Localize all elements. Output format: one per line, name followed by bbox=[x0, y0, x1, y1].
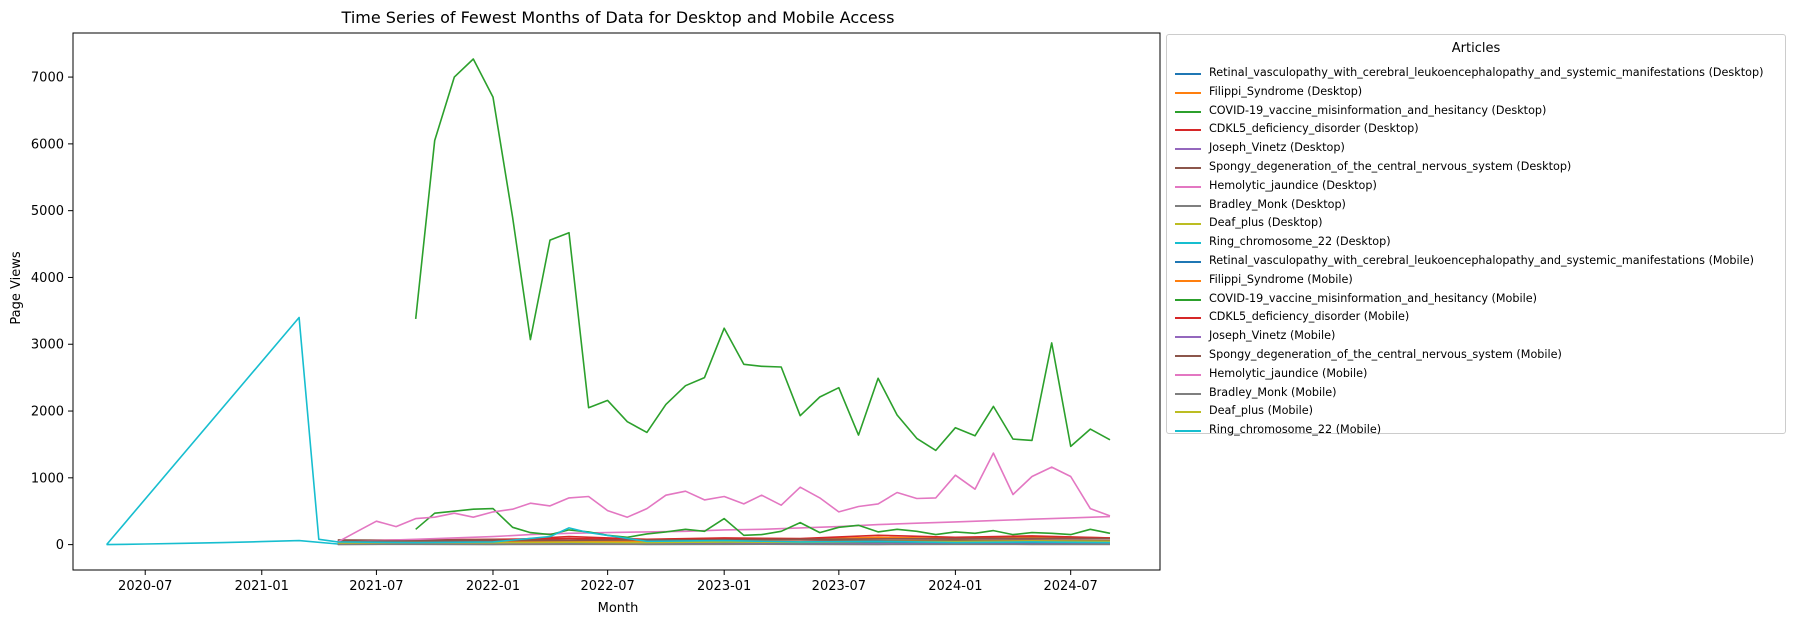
legend-swatch-2 bbox=[1175, 111, 1201, 113]
legend-item-9: Ring_chromosome_22 (Desktop) bbox=[1167, 234, 1782, 252]
x-tick-label-2: 2021-07 bbox=[349, 579, 403, 594]
y-tick-label-5: 5000 bbox=[31, 204, 64, 219]
legend-label-12: COVID-19_vaccine_misinformation_and_hesi… bbox=[1209, 292, 1537, 305]
legend-swatch-10 bbox=[1175, 261, 1201, 263]
legend-item-18: Deaf_plus (Mobile) bbox=[1167, 403, 1782, 421]
legend-label-13: CDKL5_deficiency_disorder (Mobile) bbox=[1209, 310, 1409, 323]
legend-item-15: Spongy_degeneration_of_the_central_nervo… bbox=[1167, 347, 1782, 365]
legend-item-7: Bradley_Monk (Desktop) bbox=[1167, 197, 1782, 215]
legend-swatch-3 bbox=[1175, 129, 1201, 131]
legend-label-0: Retinal_vasculopathy_with_cerebral_leuko… bbox=[1209, 66, 1763, 79]
x-tick-label-3: 2022-01 bbox=[466, 579, 520, 594]
legend-swatch-1 bbox=[1175, 92, 1201, 94]
legend-label-2: COVID-19_vaccine_misinformation_and_hesi… bbox=[1209, 104, 1546, 117]
legend-label-8: Deaf_plus (Desktop) bbox=[1209, 216, 1322, 229]
legend-item-8: Deaf_plus (Desktop) bbox=[1167, 215, 1782, 233]
legend-label-5: Spongy_degeneration_of_the_central_nervo… bbox=[1209, 160, 1571, 173]
legend-title: Articles bbox=[1167, 41, 1785, 56]
legend-item-16: Hemolytic_jaundice (Mobile) bbox=[1167, 366, 1782, 384]
legend-label-4: Joseph_Vinetz (Desktop) bbox=[1209, 141, 1345, 154]
legend-swatch-13 bbox=[1175, 317, 1201, 319]
legend-label-7: Bradley_Monk (Desktop) bbox=[1209, 198, 1346, 211]
legend-item-11: Filippi_Syndrome (Mobile) bbox=[1167, 272, 1782, 290]
legend-swatch-4 bbox=[1175, 148, 1201, 150]
legend-item-19: Ring_chromosome_22 (Mobile) bbox=[1167, 422, 1782, 440]
legend-label-16: Hemolytic_jaundice (Mobile) bbox=[1209, 367, 1367, 380]
legend-item-0: Retinal_vasculopathy_with_cerebral_leuko… bbox=[1167, 65, 1782, 83]
y-tick-label-4: 4000 bbox=[31, 271, 64, 286]
x-tick-label-5: 2023-01 bbox=[697, 579, 751, 594]
y-tick-label-7: 7000 bbox=[31, 71, 64, 86]
legend-item-4: Joseph_Vinetz (Desktop) bbox=[1167, 140, 1782, 158]
legend-label-10: Retinal_vasculopathy_with_cerebral_leuko… bbox=[1209, 254, 1754, 267]
legend-item-12: COVID-19_vaccine_misinformation_and_hesi… bbox=[1167, 291, 1782, 309]
legend-swatch-16 bbox=[1175, 374, 1201, 376]
legend-item-2: COVID-19_vaccine_misinformation_and_hesi… bbox=[1167, 103, 1782, 121]
legend-label-19: Ring_chromosome_22 (Mobile) bbox=[1209, 423, 1381, 436]
legend-swatch-12 bbox=[1175, 299, 1201, 301]
legend-label-17: Bradley_Monk (Mobile) bbox=[1209, 386, 1337, 399]
legend-swatch-7 bbox=[1175, 205, 1201, 207]
legend-item-17: Bradley_Monk (Mobile) bbox=[1167, 385, 1782, 403]
legend-swatch-14 bbox=[1175, 336, 1201, 338]
legend-swatch-8 bbox=[1175, 223, 1201, 225]
legend-swatch-11 bbox=[1175, 280, 1201, 282]
legend-label-6: Hemolytic_jaundice (Desktop) bbox=[1209, 179, 1377, 192]
x-axis-label: Month bbox=[598, 601, 639, 616]
y-tick-label-1: 1000 bbox=[31, 471, 64, 486]
legend-swatch-19 bbox=[1175, 430, 1201, 432]
legend-swatch-15 bbox=[1175, 355, 1201, 357]
chart-title: Time Series of Fewest Months of Data for… bbox=[341, 8, 895, 27]
x-tick-label-8: 2024-07 bbox=[1044, 579, 1098, 594]
legend-swatch-6 bbox=[1175, 186, 1201, 188]
legend-swatch-5 bbox=[1175, 167, 1201, 169]
legend-label-11: Filippi_Syndrome (Mobile) bbox=[1209, 273, 1353, 286]
legend-swatch-18 bbox=[1175, 411, 1201, 413]
y-axis-label: Page Views bbox=[9, 251, 24, 324]
x-tick-label-4: 2022-07 bbox=[580, 579, 634, 594]
legend-swatch-9 bbox=[1175, 242, 1201, 244]
legend-swatch-0 bbox=[1175, 73, 1201, 75]
legend-label-3: CDKL5_deficiency_disorder (Desktop) bbox=[1209, 122, 1419, 135]
legend-item-3: CDKL5_deficiency_disorder (Desktop) bbox=[1167, 121, 1782, 139]
legend-label-1: Filippi_Syndrome (Desktop) bbox=[1209, 85, 1362, 98]
legend-item-10: Retinal_vasculopathy_with_cerebral_leuko… bbox=[1167, 253, 1782, 271]
x-tick-label-6: 2023-07 bbox=[812, 579, 866, 594]
legend-item-13: CDKL5_deficiency_disorder (Mobile) bbox=[1167, 309, 1782, 327]
legend-swatch-17 bbox=[1175, 393, 1201, 395]
legend-item-5: Spongy_degeneration_of_the_central_nervo… bbox=[1167, 159, 1782, 177]
legend-item-6: Hemolytic_jaundice (Desktop) bbox=[1167, 178, 1782, 196]
legend-label-14: Joseph_Vinetz (Mobile) bbox=[1209, 329, 1335, 342]
legend-item-14: Joseph_Vinetz (Mobile) bbox=[1167, 328, 1782, 346]
y-tick-label-2: 2000 bbox=[31, 405, 64, 420]
legend-item-1: Filippi_Syndrome (Desktop) bbox=[1167, 84, 1782, 102]
legend-label-9: Ring_chromosome_22 (Desktop) bbox=[1209, 235, 1391, 248]
x-tick-label-0: 2020-07 bbox=[118, 579, 172, 594]
y-tick-label-6: 6000 bbox=[31, 137, 64, 152]
x-tick-label-7: 2024-01 bbox=[928, 579, 982, 594]
x-tick-label-1: 2021-01 bbox=[235, 579, 289, 594]
y-tick-label-0: 0 bbox=[56, 538, 64, 553]
legend: Articles Retinal_vasculopathy_with_cereb… bbox=[1166, 34, 1786, 434]
legend-label-18: Deaf_plus (Mobile) bbox=[1209, 404, 1313, 417]
legend-label-15: Spongy_degeneration_of_the_central_nervo… bbox=[1209, 348, 1562, 361]
y-tick-label-3: 3000 bbox=[31, 338, 64, 353]
